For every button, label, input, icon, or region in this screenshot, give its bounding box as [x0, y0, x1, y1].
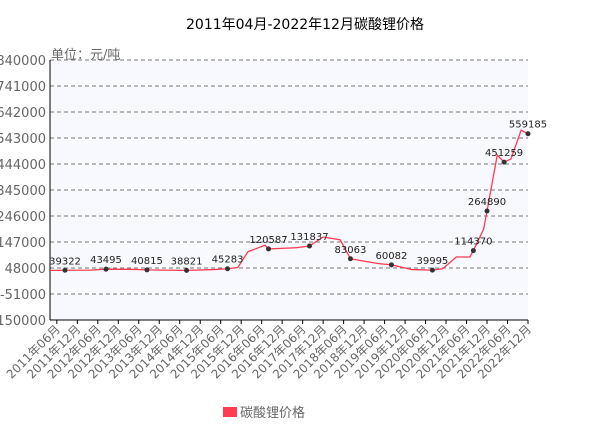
- legend-swatch: [223, 406, 237, 417]
- y-tick-label: 444000: [0, 158, 46, 173]
- y-tick-label: 642000: [0, 106, 46, 121]
- series-line: [49, 129, 529, 272]
- data-point: [306, 243, 312, 249]
- data-point: [103, 266, 109, 272]
- data-point: [144, 267, 150, 273]
- data-point: [225, 266, 231, 272]
- y-tick-label: 840000: [0, 54, 46, 69]
- data-point: [184, 267, 190, 273]
- legend[interactable]: 碳酸锂价格: [223, 402, 305, 421]
- legend-label: 碳酸锂价格: [240, 406, 306, 421]
- y-tick-label: 741000: [0, 80, 46, 95]
- data-point: [266, 246, 272, 252]
- data-point: [470, 248, 476, 254]
- y-tick-label: 543000: [0, 132, 46, 147]
- y-tick-label: 246000: [0, 210, 46, 225]
- unit-label: 单位：元/吨: [51, 48, 121, 63]
- data-label: 559185: [509, 120, 547, 131]
- data-label: 114370: [454, 237, 492, 248]
- chart-title: 2011年04月-2022年12月碳酸锂价格: [186, 17, 424, 33]
- data-point: [347, 256, 353, 262]
- data-point: [525, 131, 531, 137]
- data-label: 83063: [335, 245, 367, 256]
- data-point: [388, 262, 394, 268]
- data-label: 451259: [485, 148, 523, 159]
- y-tick-label: 147000: [0, 236, 46, 251]
- data-label: 131837: [290, 232, 328, 243]
- y-tick-label: 345000: [0, 184, 46, 199]
- data-point: [484, 208, 490, 214]
- data-label: 38821: [171, 256, 203, 267]
- data-label: 60082: [376, 251, 408, 262]
- data-label: 120587: [249, 235, 287, 246]
- data-label: 40815: [131, 256, 163, 267]
- y-tick-label: 48000: [5, 262, 46, 277]
- data-label: 45283: [212, 255, 244, 266]
- data-label: 39322: [49, 256, 81, 267]
- y-tick-label: -150000: [0, 314, 46, 329]
- data-point: [62, 267, 68, 273]
- data-point: [501, 159, 507, 165]
- y-tick-label: -51000: [0, 288, 46, 303]
- data-point: [429, 267, 435, 273]
- data-label: 39995: [416, 256, 448, 267]
- data-label: 43495: [90, 255, 122, 266]
- data-label: 264890: [468, 197, 506, 208]
